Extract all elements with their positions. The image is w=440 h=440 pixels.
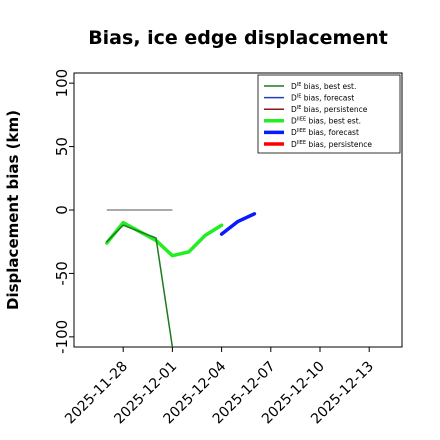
legend-box [257, 74, 401, 154]
chart-title: Bias, ice edge displacement [88, 27, 388, 49]
legend-label: DIIEE bias, forecast [291, 128, 359, 137]
y-axis-label: Displacement bias (km) [4, 110, 22, 310]
y-tick-label: 100 [53, 69, 71, 98]
series-line-0 [106, 224, 174, 347]
series-line-3 [105, 220, 224, 258]
y-tick-label: 50 [53, 137, 71, 156]
x-ticks: 2025-11-282025-12-012025-12-042025-12-07… [62, 347, 377, 427]
y-tick-label: 0 [53, 205, 71, 215]
legend-label: DIIEE bias, best est. [291, 117, 361, 126]
legend-label: DIE bias, forecast [291, 93, 354, 102]
y-tick-label: -50 [53, 261, 71, 286]
legend: DIE bias, best est. DIE bias, forecast DIE… [257, 74, 401, 154]
legend-label: DIE bias, persistence [291, 105, 368, 114]
series-line-4 [219, 212, 257, 236]
legend-label: DIE bias, best est. [291, 82, 356, 91]
y-ticks: 100 50 0 -50 -100 [53, 69, 74, 354]
legend-label: DIIEE bias, persistence [291, 140, 372, 149]
series-layer [105, 209, 257, 347]
y-tick-label: -100 [53, 320, 71, 354]
